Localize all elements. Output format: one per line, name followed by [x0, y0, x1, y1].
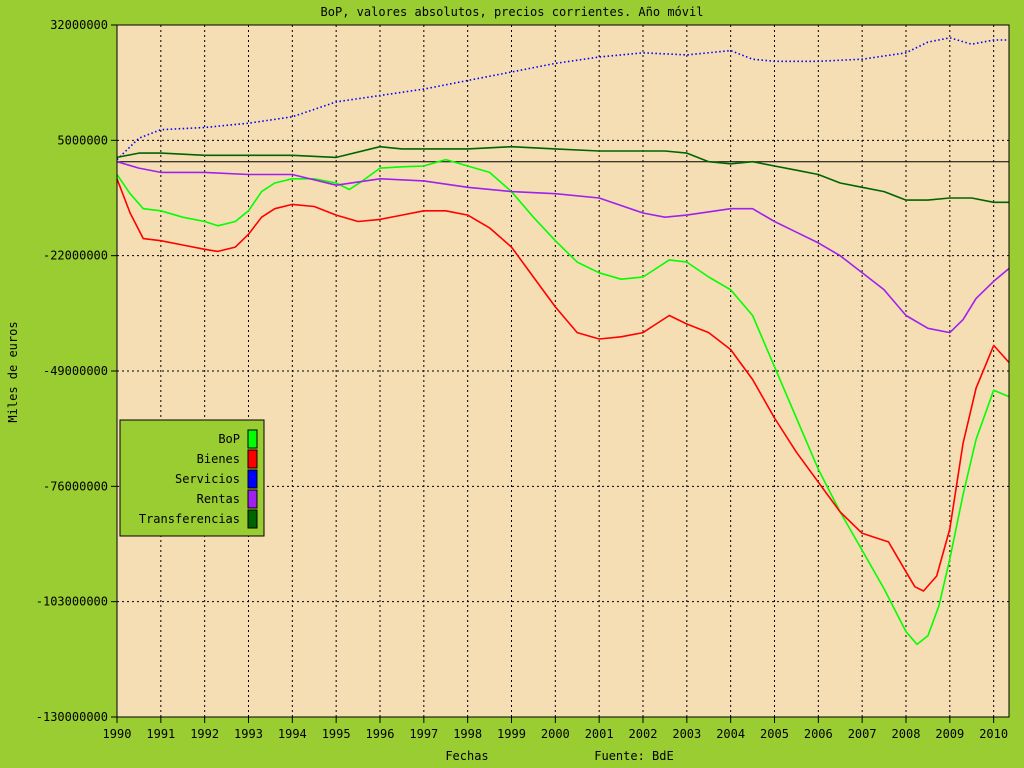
x-tick-label: 2000 [541, 727, 570, 741]
x-tick-label: 1994 [278, 727, 307, 741]
x-tick-label: 1995 [322, 727, 351, 741]
y-tick-label: -103000000 [36, 595, 108, 609]
legend-label: BoP [218, 432, 240, 446]
x-tick-label: 1999 [497, 727, 526, 741]
legend-swatch [247, 469, 258, 489]
y-tick-label: -22000000 [43, 249, 108, 263]
x-tick-label: 1991 [146, 727, 175, 741]
chart-title: BoP, valores absolutos, precios corrient… [321, 5, 704, 19]
x-tick-label: 1998 [453, 727, 482, 741]
x-tick-label: 2010 [979, 727, 1008, 741]
y-tick-label: -76000000 [43, 479, 108, 493]
x-tick-label: 2008 [892, 727, 921, 741]
y-axis-label: Miles de euros [6, 321, 20, 422]
series-line-bienes [116, 178, 1010, 592]
series-line-servicios [116, 36, 1009, 161]
y-tick-label: 5000000 [57, 133, 108, 147]
legend-swatch [247, 429, 258, 449]
series-line-rentas [116, 160, 1010, 334]
y-tick-label: -130000000 [36, 710, 108, 724]
legend-swatch [247, 489, 258, 509]
x-axis-ticks: 1990 1991 1992 1993 1994 1995 1996 1997 1998 1999… [103, 717, 1008, 741]
series-line-bop [116, 158, 1010, 646]
legend: BoP Bienes Servicios Rentas Transferencias [119, 419, 265, 537]
x-tick-label: 1997 [409, 727, 438, 741]
legend-label: Rentas [197, 492, 240, 506]
legend-label: Bienes [197, 452, 240, 466]
x-tick-label: 1990 [103, 727, 132, 741]
x-tick-label: 1993 [234, 727, 263, 741]
x-axis-label: Fechas [445, 749, 488, 763]
legend-label: Transferencias [139, 512, 240, 526]
y-axis-ticks: 32000000 5000000 -22000000 -49000000 -760000… [36, 18, 117, 724]
x-tick-label: 1996 [366, 727, 395, 741]
y-tick-label: -49000000 [43, 364, 108, 378]
legend-box [119, 419, 265, 537]
legend-label: Servicios [175, 472, 240, 486]
x-tick-label: 2007 [848, 727, 877, 741]
x-tick-label: 1992 [190, 727, 219, 741]
grid [117, 25, 1009, 717]
x-tick-label: 2004 [716, 727, 745, 741]
x-tick-label: 2003 [672, 727, 701, 741]
legend-swatch [247, 449, 258, 469]
x-tick-label: 2005 [760, 727, 789, 741]
series-layer [116, 36, 1010, 646]
legend-swatch [247, 509, 258, 529]
series-line-transferencias [116, 145, 1009, 204]
x-tick-label: 2009 [935, 727, 964, 741]
source-label: Fuente: BdE [594, 749, 673, 763]
x-tick-label: 2002 [629, 727, 658, 741]
x-tick-label: 2006 [804, 727, 833, 741]
x-tick-label: 2001 [585, 727, 614, 741]
y-tick-label: 32000000 [50, 18, 108, 32]
